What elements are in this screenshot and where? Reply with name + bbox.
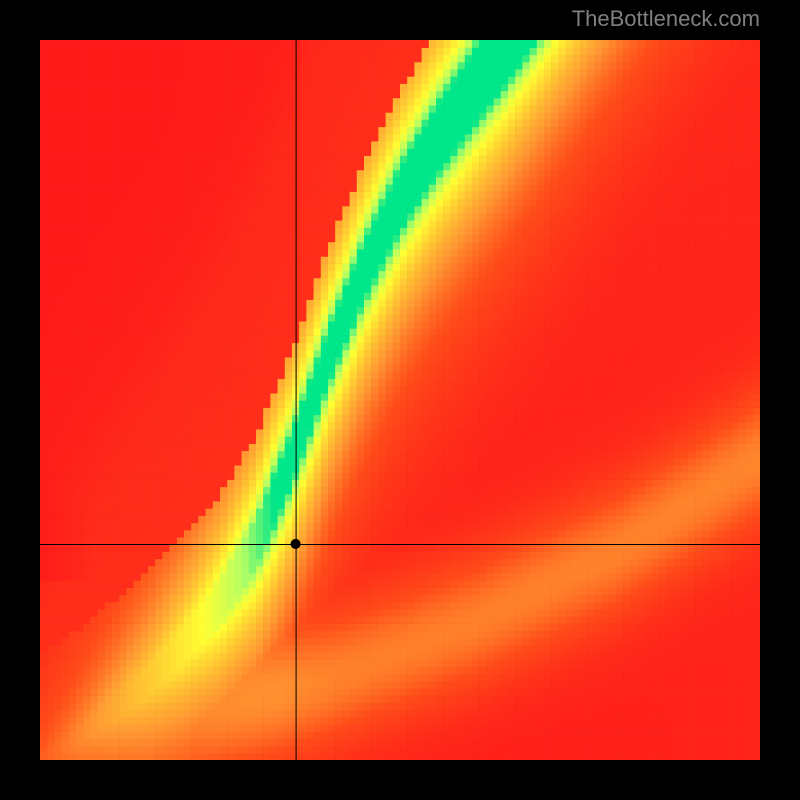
watermark-text: TheBottleneck.com — [572, 6, 760, 32]
heatmap-canvas — [40, 40, 760, 760]
bottleneck-heatmap — [40, 40, 760, 760]
